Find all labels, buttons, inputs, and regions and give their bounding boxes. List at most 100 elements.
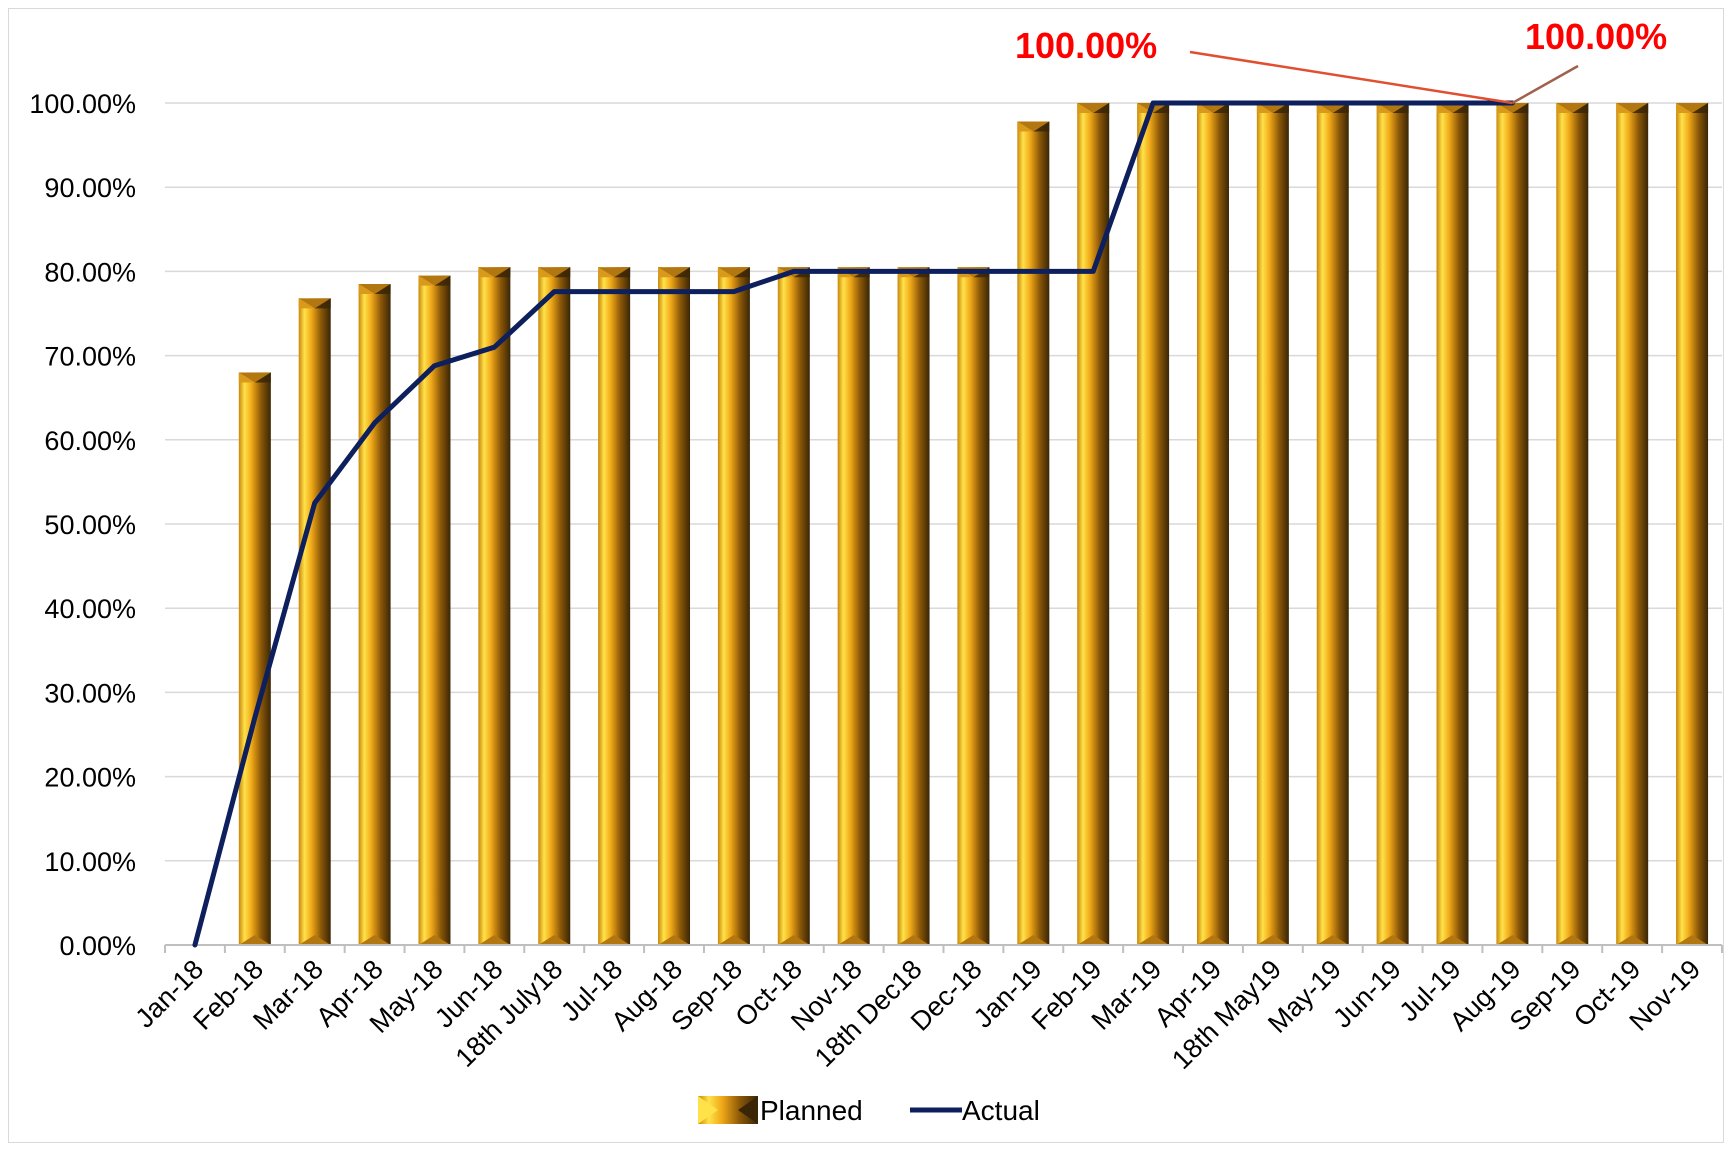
planned-bar bbox=[1376, 103, 1409, 945]
actual-series-line bbox=[192, 100, 1515, 948]
planned-bar-top-bevel-right bbox=[614, 267, 631, 278]
planned-bar-body bbox=[777, 267, 810, 945]
planned-bar-bottom-bevel bbox=[1556, 935, 1589, 945]
y-tick-label: 40.00% bbox=[44, 594, 136, 624]
planned-bar bbox=[957, 267, 990, 945]
planned-bar-top-bevel-right bbox=[1692, 103, 1709, 113]
planned-bar-bottom-bevel bbox=[1436, 935, 1469, 945]
planned-bar bbox=[777, 267, 810, 945]
y-tick-label: 70.00% bbox=[44, 342, 136, 372]
planned-bar-body bbox=[717, 267, 750, 945]
y-tick-label: 100.00% bbox=[29, 89, 136, 119]
planned-bar-bottom-bevel bbox=[478, 935, 511, 945]
planned-bar-top-bevel-right bbox=[1033, 121, 1050, 132]
planned-bar-bottom-bevel bbox=[897, 935, 930, 945]
planned-bar bbox=[717, 267, 750, 945]
planned-bar-bottom-bevel bbox=[1496, 935, 1529, 945]
planned-bar-top-bevel bbox=[238, 372, 271, 383]
y-tick-label: 50.00% bbox=[44, 510, 136, 540]
planned-bar-top-bevel-left bbox=[658, 267, 675, 278]
planned-bar-top-bevel-right bbox=[674, 267, 691, 278]
planned-bar-body bbox=[1316, 103, 1349, 945]
planned-bar-top-bevel bbox=[1616, 103, 1649, 113]
planned-bars bbox=[238, 103, 1709, 946]
annotation-leader-line bbox=[1511, 64, 1579, 105]
planned-bar-bottom-bevel bbox=[1676, 935, 1709, 945]
planned-bar-top-bevel-right bbox=[254, 372, 271, 383]
planned-bar-top-bevel-right bbox=[314, 298, 331, 309]
planned-bar bbox=[298, 298, 331, 945]
planned-bar-bottom-bevel bbox=[658, 935, 691, 945]
planned-bar-body bbox=[1017, 121, 1050, 946]
planned-bar-top-bevel bbox=[717, 267, 750, 278]
planned-bar-body bbox=[1556, 103, 1589, 945]
planned-bar-body bbox=[658, 267, 691, 945]
planned-bar-top-bevel-right bbox=[1572, 103, 1589, 113]
y-axis-tick-labels: 0.00% 10.00% 20.00% 30.00% 40.00% 50.00% 60.00… bbox=[29, 89, 136, 961]
planned-bar-bottom-bevel bbox=[1316, 935, 1349, 945]
x-axis-tick-labels: Jan-18Feb-18Mar-18Apr-18May-18Jun-1818th… bbox=[130, 954, 1707, 1075]
planned-bar bbox=[1196, 103, 1229, 945]
planned-bar-body bbox=[1436, 103, 1469, 945]
planned-bar bbox=[1496, 103, 1529, 945]
planned-bar-bottom-bevel bbox=[1137, 935, 1170, 945]
planned-bar-bottom-bevel bbox=[777, 935, 810, 945]
planned-bar-top-bevel bbox=[1017, 121, 1050, 132]
planned-bar-body bbox=[1676, 103, 1709, 945]
planned-bar-top-bevel-left bbox=[298, 298, 315, 309]
y-tick-label: 20.00% bbox=[44, 763, 136, 793]
y-tick-label: 30.00% bbox=[44, 678, 136, 708]
planned-bar-body bbox=[1256, 103, 1289, 945]
x-axis bbox=[164, 944, 1723, 953]
planned-bar-bottom-bevel bbox=[1256, 935, 1289, 945]
planned-bar-top-bevel bbox=[478, 267, 511, 278]
annotations: 100.00% 100.00% bbox=[1015, 16, 1667, 105]
planned-bar bbox=[1316, 103, 1349, 945]
planned-bar-body bbox=[1616, 103, 1649, 945]
planned-bar bbox=[1436, 103, 1469, 945]
legend-swatch-planned bbox=[698, 1096, 758, 1124]
planned-bar-top-bevel-right bbox=[1632, 103, 1649, 113]
planned-bar-top-bevel-right bbox=[1512, 103, 1529, 113]
planned-bar-body bbox=[598, 267, 631, 945]
legend-swatch-planned-bevel bbox=[698, 1096, 718, 1124]
planned-bar-top-bevel-left bbox=[418, 275, 435, 286]
planned-bar-top-bevel bbox=[418, 275, 451, 286]
planned-bar-bottom-bevel bbox=[1196, 935, 1229, 945]
planned-bar-bottom-bevel bbox=[957, 935, 990, 945]
planned-bar-top-bevel-left bbox=[478, 267, 495, 278]
planned-bar-top-bevel-left bbox=[717, 267, 734, 278]
planned-bar bbox=[1017, 121, 1050, 946]
planned-bar-top-bevel-right bbox=[374, 284, 391, 295]
planned-bar-body bbox=[418, 275, 451, 945]
planned-bar-top-bevel-left bbox=[538, 267, 555, 278]
y-tick-label: 60.00% bbox=[44, 426, 136, 456]
y-tick-label: 10.00% bbox=[44, 847, 136, 877]
planned-bar-top-bevel-right bbox=[733, 267, 750, 278]
planned-bar-bottom-bevel bbox=[418, 935, 451, 945]
planned-bar-top-bevel bbox=[358, 284, 391, 295]
legend: Planned Actual bbox=[698, 1095, 1040, 1126]
planned-bar-top-bevel-left bbox=[1616, 103, 1633, 113]
planned-bar bbox=[358, 284, 391, 945]
planned-bar-top-bevel-left bbox=[358, 284, 375, 295]
planned-bar-top-bevel-left bbox=[1077, 103, 1094, 113]
planned-bar-top-bevel bbox=[538, 267, 571, 278]
y-tick-label: 80.00% bbox=[44, 257, 136, 287]
planned-bar-top-bevel-left bbox=[238, 372, 255, 383]
planned-bar-top-bevel bbox=[598, 267, 631, 278]
planned-bar bbox=[238, 372, 271, 945]
data-label-annotation: 100.00% bbox=[1015, 25, 1157, 66]
planned-bar-body bbox=[837, 267, 870, 945]
actual-line bbox=[192, 100, 1515, 948]
planned-bar bbox=[658, 267, 691, 945]
planned-bar-bottom-bevel bbox=[717, 935, 750, 945]
planned-bar-bottom-bevel bbox=[1017, 935, 1050, 945]
planned-bar-bottom-bevel bbox=[358, 935, 391, 945]
planned-bar-top-bevel bbox=[1556, 103, 1589, 113]
planned-bar-bottom-bevel bbox=[1616, 935, 1649, 945]
planned-bar-bottom-bevel bbox=[1077, 935, 1110, 945]
planned-bar-body bbox=[1376, 103, 1409, 945]
legend-swatch-planned-bevel bbox=[738, 1096, 758, 1124]
y-tick-label: 90.00% bbox=[44, 173, 136, 203]
